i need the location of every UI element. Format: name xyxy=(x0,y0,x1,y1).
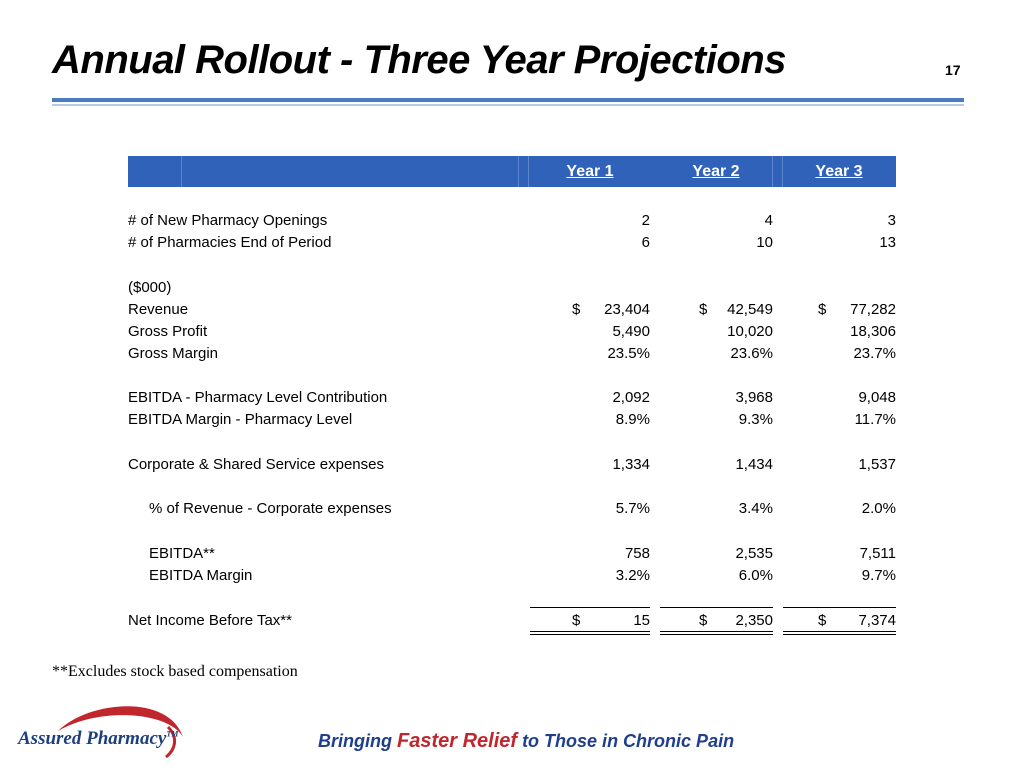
cell-year-1: 15 xyxy=(633,612,650,629)
cell-year-3: 9.7% xyxy=(861,567,896,584)
header-separator xyxy=(782,156,783,187)
table-row: Corporate & Shared Service expenses 1,33… xyxy=(128,456,896,478)
cell-year-3: 7,511 xyxy=(859,545,896,562)
cell-year-3: 1,537 xyxy=(858,456,896,473)
cell-year-2: 42,549 xyxy=(727,301,773,318)
header-separator xyxy=(772,156,773,187)
slide-title: Annual Rollout - Three Year Projections xyxy=(52,38,786,82)
row-label: % of Revenue - Corporate expenses xyxy=(149,500,392,517)
cell-year-3: 23.7% xyxy=(853,345,896,362)
table-row: EBITDA Margin 3.2% 6.0% 9.7% xyxy=(128,567,896,589)
cell-year-2: 3,968 xyxy=(735,389,773,406)
cell-year-1: 23.5% xyxy=(607,345,650,362)
cell-year-1: 3.2% xyxy=(615,567,650,584)
cell-year-3: 13 xyxy=(879,234,896,251)
year-3-header: Year 3 xyxy=(815,163,863,180)
cell-year-2: 23.6% xyxy=(730,345,773,362)
dollar-sign: $ xyxy=(818,612,827,629)
cell-year-2: 2,535 xyxy=(735,545,773,562)
cell-year-2: 6.0% xyxy=(738,567,773,584)
table-row: # of Pharmacies End of Period 6 10 13 xyxy=(128,234,896,256)
cell-year-2: 3.4% xyxy=(738,500,773,517)
row-label: Gross Margin xyxy=(128,345,219,362)
summary-double-rule xyxy=(530,631,650,632)
header-separator xyxy=(518,156,519,187)
logo-text: Assured PharmacyTM xyxy=(18,728,179,749)
row-label: # of Pharmacies End of Period xyxy=(128,234,332,251)
table-row: EBITDA** 758 2,535 7,511 xyxy=(128,545,896,567)
units-label: ($000) xyxy=(128,279,172,296)
summary-double-rule xyxy=(660,634,773,635)
cell-year-2: 10,020 xyxy=(727,323,773,340)
table-row: % of Revenue - Corporate expenses 5.7% 3… xyxy=(128,500,896,522)
row-label: # of New Pharmacy Openings xyxy=(128,212,328,229)
cell-year-1: 23,404 xyxy=(604,301,650,318)
summary-double-rule xyxy=(783,634,896,635)
row-label: EBITDA** xyxy=(149,545,215,562)
cell-year-3: 77,282 xyxy=(850,301,896,318)
row-label: EBITDA - Pharmacy Level Contribution xyxy=(128,389,388,406)
summary-top-rule xyxy=(660,607,773,608)
year-1-header: Year 1 xyxy=(566,163,614,180)
row-label: Corporate & Shared Service expenses xyxy=(128,456,384,473)
dollar-sign: $ xyxy=(572,612,581,629)
title-rule xyxy=(52,98,964,102)
footnote: **Excludes stock based compensation xyxy=(52,663,298,680)
cell-year-1: 2 xyxy=(641,212,650,229)
header-separator xyxy=(528,156,529,187)
cell-year-1: 1,334 xyxy=(612,456,650,473)
table-row: EBITDA Margin - Pharmacy Level 8.9% 9.3%… xyxy=(128,411,896,433)
summary-top-rule xyxy=(783,607,896,608)
cell-year-3: 2.0% xyxy=(861,500,896,517)
logo-swoosh-icon xyxy=(58,706,183,759)
cell-year-1: 8.9% xyxy=(615,411,650,428)
row-label: EBITDA Margin - Pharmacy Level xyxy=(128,411,353,428)
cell-year-3: 7,374 xyxy=(858,612,896,629)
cell-year-1: 5.7% xyxy=(615,500,650,517)
dollar-sign: $ xyxy=(699,301,708,318)
row-label: Net Income Before Tax** xyxy=(128,612,292,629)
table-header-bar xyxy=(128,156,896,187)
dollar-sign: $ xyxy=(818,301,827,318)
cell-year-2: 10 xyxy=(756,234,773,251)
dollar-sign: $ xyxy=(699,612,708,629)
cell-year-3: 9,048 xyxy=(858,389,896,406)
page-number: 17 xyxy=(945,62,961,78)
tagline: Bringing Faster Relief to Those in Chron… xyxy=(318,730,735,752)
row-label: EBITDA Margin xyxy=(149,567,253,584)
logo-trademark: TM xyxy=(166,729,179,739)
year-2-header: Year 2 xyxy=(692,163,740,180)
cell-year-1: 5,490 xyxy=(612,323,650,340)
table-row: Gross Profit 5,490 10,020 18,306 xyxy=(128,323,896,345)
summary-double-rule xyxy=(530,634,650,635)
cell-year-3: 18,306 xyxy=(850,323,896,340)
row-label: Revenue xyxy=(128,301,189,318)
table-row: Revenue $ 23,404 $ 42,549 $ 77,282 xyxy=(128,301,896,323)
cell-year-2: 1,434 xyxy=(735,456,773,473)
row-label: Gross Profit xyxy=(128,323,208,340)
title-rule-shadow xyxy=(52,104,964,106)
table-row: # of New Pharmacy Openings 2 4 3 xyxy=(128,212,896,234)
cell-year-3: 11.7% xyxy=(854,411,896,428)
dollar-sign: $ xyxy=(572,301,581,318)
cell-year-2: 9.3% xyxy=(738,411,773,428)
summary-double-rule xyxy=(660,631,773,632)
cell-year-2: 4 xyxy=(764,212,773,229)
cell-year-1: 758 xyxy=(624,545,650,562)
cell-year-1: 2,092 xyxy=(612,389,650,406)
table-row: EBITDA - Pharmacy Level Contribution 2,0… xyxy=(128,389,896,411)
cell-year-1: 6 xyxy=(641,234,650,251)
summary-double-rule xyxy=(783,631,896,632)
table-row: ($000) xyxy=(128,279,896,301)
tagline-highlight: Faster Relief xyxy=(397,730,518,752)
cell-year-3: 3 xyxy=(887,212,896,229)
table-row: Net Income Before Tax** $ 15 $ 2,350 $ 7… xyxy=(128,612,896,634)
header-separator xyxy=(181,156,182,187)
table-row: Gross Margin 23.5% 23.6% 23.7% xyxy=(128,345,896,367)
cell-year-2: 2,350 xyxy=(735,612,773,629)
summary-top-rule xyxy=(530,607,650,608)
